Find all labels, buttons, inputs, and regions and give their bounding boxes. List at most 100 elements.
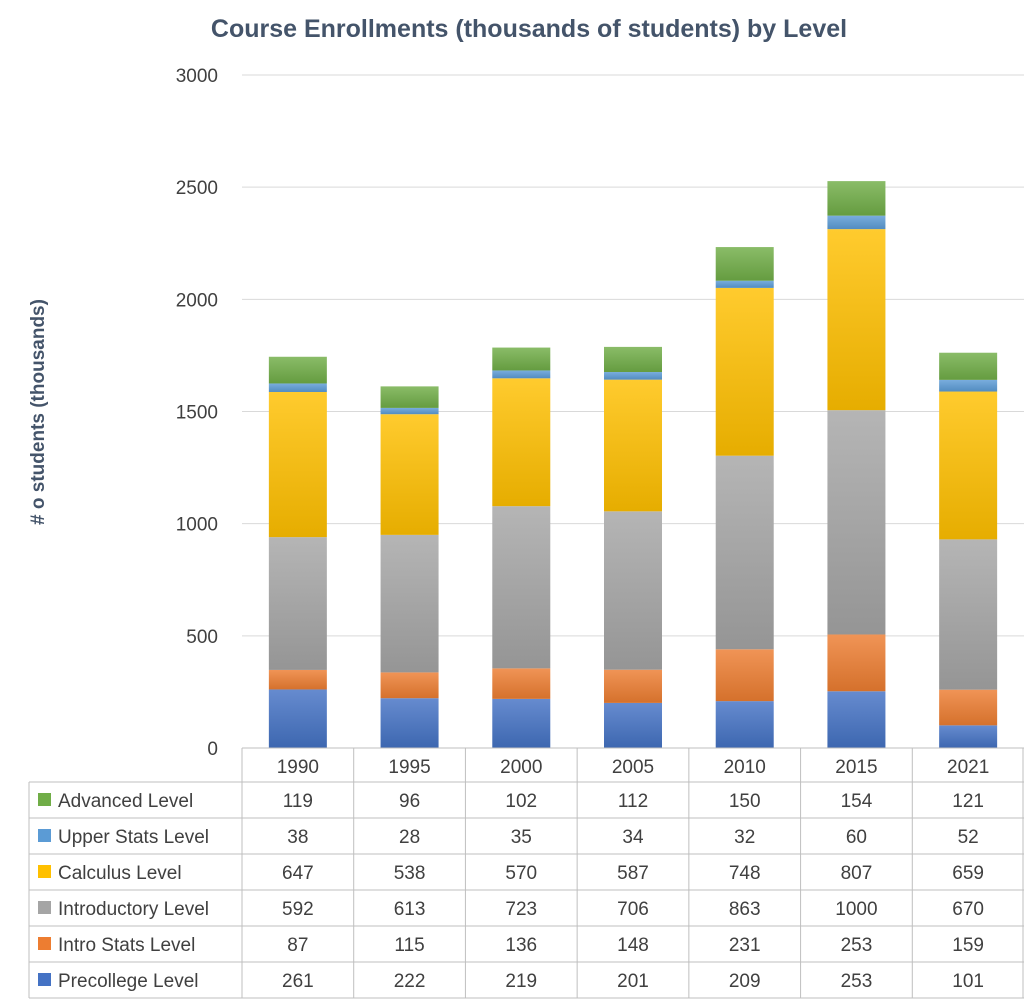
bar-segment — [827, 634, 886, 692]
bar-segment — [380, 407, 439, 415]
legend-label: Advanced Level — [58, 791, 193, 812]
data-label: 647 — [282, 863, 314, 884]
data-label: 231 — [729, 935, 761, 956]
data-label: 101 — [952, 971, 984, 992]
bar-segment — [268, 537, 327, 670]
data-label: 219 — [505, 971, 537, 992]
data-label: 102 — [505, 791, 537, 812]
bar-segment — [939, 352, 998, 380]
bar-segment — [827, 691, 886, 748]
data-label: 115 — [394, 935, 424, 956]
data-label: 201 — [617, 971, 649, 992]
data-label: 253 — [841, 971, 873, 992]
data-label: 154 — [841, 791, 873, 812]
bar-segment — [268, 383, 327, 392]
x-tick-label: 1995 — [388, 757, 430, 778]
bar-segment — [715, 247, 774, 281]
data-label: 1000 — [835, 899, 877, 920]
bar-segment — [604, 669, 662, 703]
bar-segment — [715, 455, 774, 650]
bar-segment — [939, 539, 998, 690]
data-table: 1990 1995 2000 2005 2010 2015 2021 Advanced Lev… — [28, 747, 1024, 999]
bar-segment — [939, 725, 998, 748]
data-label: 32 — [734, 827, 755, 848]
y-tick-label: 1000 — [176, 515, 218, 536]
x-tick-label: 2000 — [500, 757, 542, 778]
legend-swatch — [38, 973, 51, 986]
chart-title: Course Enrollments (thousands of student… — [211, 15, 847, 43]
bar-segment — [604, 346, 662, 373]
data-label: 28 — [399, 827, 420, 848]
data-label: 748 — [729, 863, 761, 884]
bar-segment — [380, 386, 439, 408]
y-axis-label: # o students (thousands) — [28, 299, 49, 525]
data-label: 723 — [505, 899, 537, 920]
data-label: 121 — [952, 791, 984, 812]
bar-segment — [604, 702, 662, 748]
y-tick-label: 3000 — [176, 66, 218, 87]
data-label: 222 — [394, 971, 426, 992]
bar-segment — [268, 391, 327, 538]
bar-segment — [380, 534, 439, 673]
bar-segment — [268, 689, 327, 748]
bar-segment — [492, 347, 551, 371]
legend-label: Upper Stats Level — [58, 827, 209, 848]
data-label: 60 — [846, 827, 867, 848]
legend-label: Introductory Level — [58, 899, 209, 920]
data-label: 87 — [287, 935, 308, 956]
data-label: 150 — [729, 791, 761, 812]
data-label: 34 — [622, 827, 644, 848]
bar-segment — [939, 379, 998, 392]
data-label: 587 — [617, 863, 649, 884]
y-tick-labels: 0 500 1000 1500 2000 2500 3000 — [176, 66, 218, 760]
y-tick-label: 500 — [186, 627, 218, 648]
data-label: 863 — [729, 899, 761, 920]
bar-segment — [492, 370, 551, 379]
data-label: 209 — [729, 971, 761, 992]
data-label: 35 — [511, 827, 532, 848]
bar-segment — [939, 689, 998, 726]
data-label: 261 — [282, 971, 314, 992]
data-label: 148 — [617, 935, 649, 956]
bar-segment — [827, 229, 886, 411]
data-label: 253 — [841, 935, 873, 956]
data-label: 706 — [617, 899, 649, 920]
bar-segment — [268, 669, 327, 690]
data-label: 38 — [287, 827, 308, 848]
legend-swatch — [38, 829, 51, 842]
y-tick-label: 2000 — [176, 290, 218, 311]
bar-segment — [715, 280, 774, 288]
x-tick-label: 2021 — [947, 757, 989, 778]
bar-segment — [939, 391, 998, 540]
data-label: 670 — [952, 899, 984, 920]
bar-segment — [827, 410, 886, 635]
bar-segment — [492, 668, 551, 699]
bar-segment — [492, 378, 551, 507]
bar-segment — [492, 506, 551, 669]
data-label: 807 — [841, 863, 873, 884]
bar-segment — [380, 698, 439, 748]
bar-segment — [715, 649, 774, 702]
bar-segment — [715, 701, 774, 748]
data-label: 96 — [399, 791, 420, 812]
data-label: 592 — [282, 899, 314, 920]
y-tick-label: 1500 — [176, 403, 218, 424]
bar-segment — [604, 372, 662, 380]
x-tick-label: 2015 — [835, 757, 877, 778]
x-tick-label: 1990 — [277, 757, 319, 778]
data-label: 570 — [505, 863, 537, 884]
x-tick-label: 2010 — [724, 757, 766, 778]
bars — [268, 181, 998, 748]
bar-segment — [268, 356, 327, 384]
bar-segment — [827, 181, 886, 216]
data-label: 538 — [394, 863, 426, 884]
bar-segment — [715, 287, 774, 456]
data-label: 613 — [394, 899, 426, 920]
data-label: 659 — [952, 863, 984, 884]
legend-swatch — [38, 793, 51, 806]
bar-segment — [492, 698, 551, 748]
y-tick-label: 2500 — [176, 178, 218, 199]
data-label: 136 — [505, 935, 537, 956]
x-tick-label: 2005 — [612, 757, 654, 778]
